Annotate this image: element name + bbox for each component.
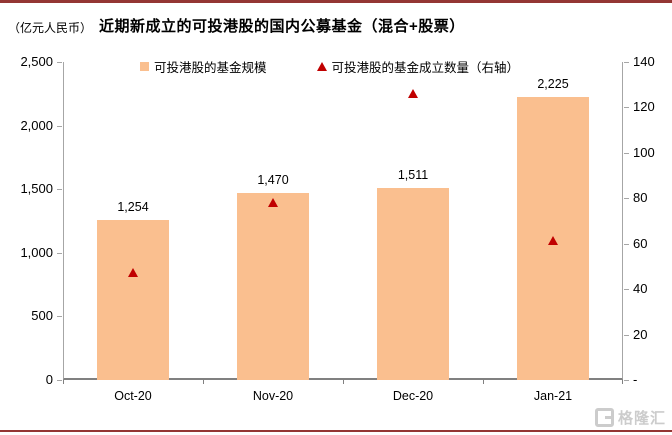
y-axis-right-tick-label: - xyxy=(633,372,638,387)
y-axis-left-tick xyxy=(57,252,62,254)
plot-area xyxy=(63,62,623,380)
y-axis-right-tick-label: 60 xyxy=(633,235,648,251)
y-axis-right-tick-label: 80 xyxy=(633,190,648,206)
y-axis-right-tick xyxy=(624,152,629,154)
axis-unit-label: （亿元人民币） xyxy=(8,21,93,35)
y-axis-left-tick-label: 500 xyxy=(31,308,53,324)
y-axis-right-tick xyxy=(624,198,629,200)
chart-title: 近期新成立的可投港股的国内公募基金（混合+股票） xyxy=(99,18,465,35)
y-axis-left-tick xyxy=(57,380,62,381)
x-axis-tick xyxy=(203,380,204,384)
y-axis-right-tick xyxy=(624,289,629,291)
y-axis-left-tick xyxy=(57,189,62,191)
bottom-rule xyxy=(0,430,672,432)
watermark-text: 格隆汇 xyxy=(617,410,666,427)
bar-value-label: 1,470 xyxy=(257,173,289,188)
x-axis-category-label: Nov-20 xyxy=(252,389,294,403)
legend-label: 可投港股的基金成立数量（右轴） xyxy=(331,61,520,75)
y-axis-right-tick xyxy=(624,380,629,381)
bar xyxy=(97,220,169,380)
triangle-data-marker xyxy=(548,236,558,246)
x-axis-category-label: Jan-21 xyxy=(533,389,573,403)
triangle-data-marker xyxy=(408,88,418,98)
y-axis-left-tick-label: 2,500 xyxy=(20,54,53,69)
bar-value-label: 1,254 xyxy=(117,200,149,215)
top-rule xyxy=(0,0,672,3)
legend-triangle-marker-icon xyxy=(316,62,327,71)
bar xyxy=(237,193,309,380)
y-axis-right-tick-label: 40 xyxy=(633,281,648,297)
y-axis-right-tick-label: 100 xyxy=(633,144,655,160)
bar xyxy=(377,187,449,380)
x-axis-tick xyxy=(343,380,344,384)
gelonghui-watermark: 格隆汇 xyxy=(594,407,666,428)
x-axis-category-label: Dec-20 xyxy=(392,389,434,403)
y-axis-right-tick-label: 120 xyxy=(633,99,655,115)
x-axis-tick xyxy=(483,380,484,384)
gelonghui-logo-icon xyxy=(594,408,614,427)
x-axis-category-label: Oct-20 xyxy=(114,389,152,403)
y-axis-left-tick xyxy=(57,62,62,63)
y-axis-left-tick xyxy=(57,125,62,127)
legend-item-bar-series: 可投港股的基金规模 xyxy=(140,57,267,76)
y-axis-left-tick-label: 1,500 xyxy=(20,181,53,197)
y-axis-left-tick xyxy=(57,316,62,318)
bar-value-label: 2,225 xyxy=(537,76,569,91)
y-axis-right-tick xyxy=(624,107,629,109)
y-axis-right-tick xyxy=(624,62,629,63)
legend-label: 可投港股的基金规模 xyxy=(154,61,267,75)
y-axis-left-tick-label: 2,000 xyxy=(20,117,53,133)
y-axis-left-tick-label: 0 xyxy=(45,372,53,387)
y-axis-left-tick-label: 1,000 xyxy=(20,244,53,260)
x-axis-tick xyxy=(622,380,623,384)
chart-header: （亿元人民币） 近期新成立的可投港股的国内公募基金（混合+股票） xyxy=(0,15,672,37)
triangle-data-marker xyxy=(128,268,138,278)
triangle-data-marker xyxy=(268,197,278,207)
legend-square-marker-icon xyxy=(140,62,149,71)
legend-item-count-series: 可投港股的基金成立数量（右轴） xyxy=(316,57,520,76)
chart-legend: 可投港股的基金规模 可投港股的基金成立数量（右轴） xyxy=(140,57,519,76)
y-axis-right-tick-label: 20 xyxy=(633,326,648,342)
bar-value-label: 1,511 xyxy=(397,167,429,182)
y-axis-right-tick xyxy=(624,243,629,245)
y-axis-right-tick-label: 140 xyxy=(633,54,655,69)
x-axis-tick xyxy=(63,380,64,384)
y-axis-right-tick xyxy=(624,334,629,336)
